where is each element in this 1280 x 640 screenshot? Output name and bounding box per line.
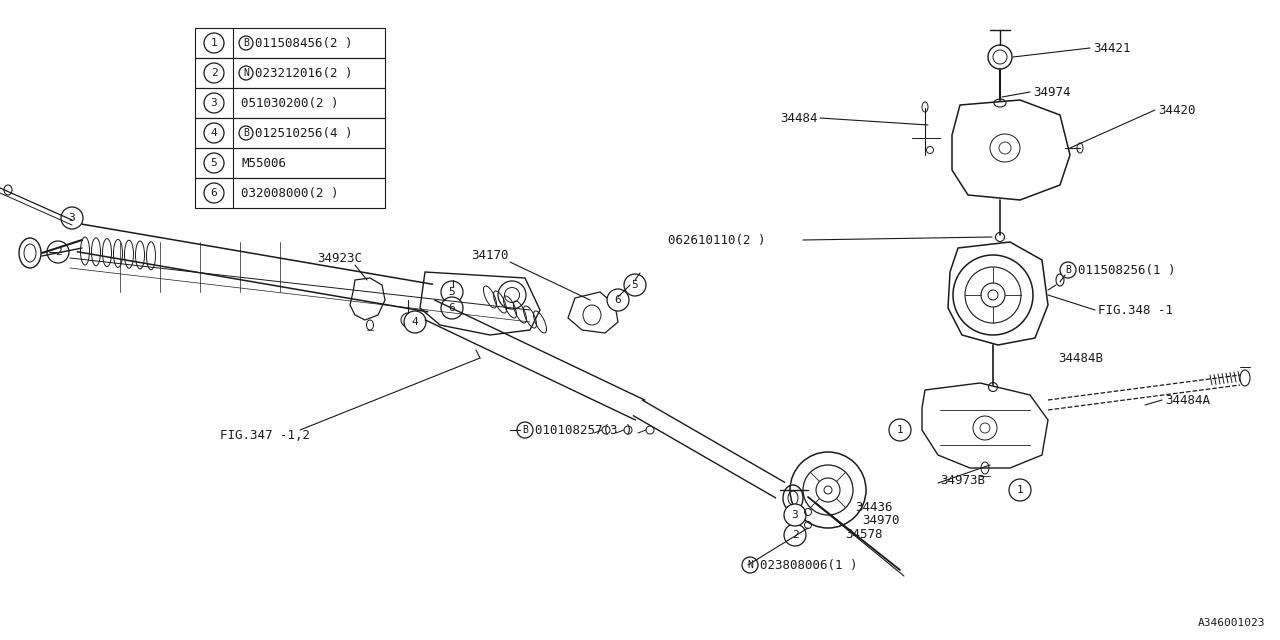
- Text: FIG.348 -1: FIG.348 -1: [1098, 303, 1172, 317]
- Circle shape: [442, 297, 463, 319]
- Text: 062610110(2 ): 062610110(2 ): [668, 234, 765, 246]
- Text: 1: 1: [896, 425, 904, 435]
- Text: 2: 2: [791, 530, 799, 540]
- Text: N: N: [243, 68, 248, 78]
- Circle shape: [204, 63, 224, 83]
- Circle shape: [742, 557, 758, 573]
- Circle shape: [785, 524, 806, 546]
- Circle shape: [204, 153, 224, 173]
- Text: FIG.347 -1,2: FIG.347 -1,2: [220, 429, 310, 442]
- Text: B: B: [522, 425, 527, 435]
- Text: M55006: M55006: [241, 157, 285, 170]
- Text: 011508256(1 ): 011508256(1 ): [1078, 264, 1175, 276]
- Circle shape: [607, 289, 628, 311]
- Circle shape: [204, 123, 224, 143]
- Text: N: N: [748, 560, 753, 570]
- Text: 6: 6: [614, 295, 621, 305]
- Text: 5: 5: [448, 287, 456, 297]
- Text: 2: 2: [211, 68, 218, 78]
- Circle shape: [239, 126, 253, 140]
- Text: 2: 2: [55, 247, 61, 257]
- Text: 34484: 34484: [781, 111, 818, 125]
- Text: 34578: 34578: [845, 527, 882, 541]
- Text: 34973B: 34973B: [940, 474, 986, 486]
- Text: 6: 6: [448, 303, 456, 313]
- Text: 34421: 34421: [1093, 42, 1130, 54]
- Text: 023808006(1 ): 023808006(1 ): [760, 559, 858, 572]
- Text: B: B: [243, 128, 248, 138]
- Circle shape: [204, 93, 224, 113]
- Text: 34970: 34970: [861, 513, 900, 527]
- Text: 3: 3: [791, 510, 799, 520]
- Text: 5: 5: [631, 280, 639, 290]
- Text: 6: 6: [211, 188, 218, 198]
- Text: 1: 1: [211, 38, 218, 48]
- Circle shape: [239, 66, 253, 80]
- Circle shape: [404, 311, 426, 333]
- Circle shape: [204, 183, 224, 203]
- Circle shape: [442, 281, 463, 303]
- Circle shape: [1009, 479, 1030, 501]
- Circle shape: [785, 504, 806, 526]
- Circle shape: [1060, 262, 1076, 278]
- Bar: [195, 58, 385, 88]
- Text: 3: 3: [69, 213, 76, 223]
- Text: 012510256(4 ): 012510256(4 ): [255, 127, 352, 140]
- Circle shape: [890, 419, 911, 441]
- Bar: [195, 118, 385, 148]
- Text: 032008000(2 ): 032008000(2 ): [241, 186, 338, 200]
- Text: 1: 1: [1016, 485, 1024, 495]
- Text: 011508456(2 ): 011508456(2 ): [255, 36, 352, 49]
- Circle shape: [61, 207, 83, 229]
- Text: 34436: 34436: [855, 500, 892, 513]
- Text: 34484B: 34484B: [1059, 351, 1103, 365]
- Text: 051030200(2 ): 051030200(2 ): [241, 97, 338, 109]
- Circle shape: [517, 422, 532, 438]
- Text: B: B: [243, 38, 248, 48]
- Bar: [195, 148, 385, 178]
- Text: B: B: [1065, 265, 1071, 275]
- Circle shape: [47, 241, 69, 263]
- Text: 3: 3: [211, 98, 218, 108]
- Text: 5: 5: [211, 158, 218, 168]
- Circle shape: [625, 274, 646, 296]
- Text: 34974: 34974: [1033, 86, 1070, 99]
- Circle shape: [204, 33, 224, 53]
- Circle shape: [239, 36, 253, 50]
- Text: 4: 4: [412, 317, 419, 327]
- Text: A346001023: A346001023: [1198, 618, 1265, 628]
- Bar: [195, 88, 385, 118]
- Text: 4: 4: [211, 128, 218, 138]
- Text: 010108257(3 ): 010108257(3 ): [535, 424, 632, 436]
- Text: 34170: 34170: [471, 248, 508, 262]
- Text: 34420: 34420: [1158, 104, 1196, 116]
- Text: 34484A: 34484A: [1165, 394, 1210, 406]
- Bar: [195, 178, 385, 208]
- Bar: [195, 28, 385, 58]
- Text: 34923C: 34923C: [317, 252, 362, 264]
- Text: 023212016(2 ): 023212016(2 ): [255, 67, 352, 79]
